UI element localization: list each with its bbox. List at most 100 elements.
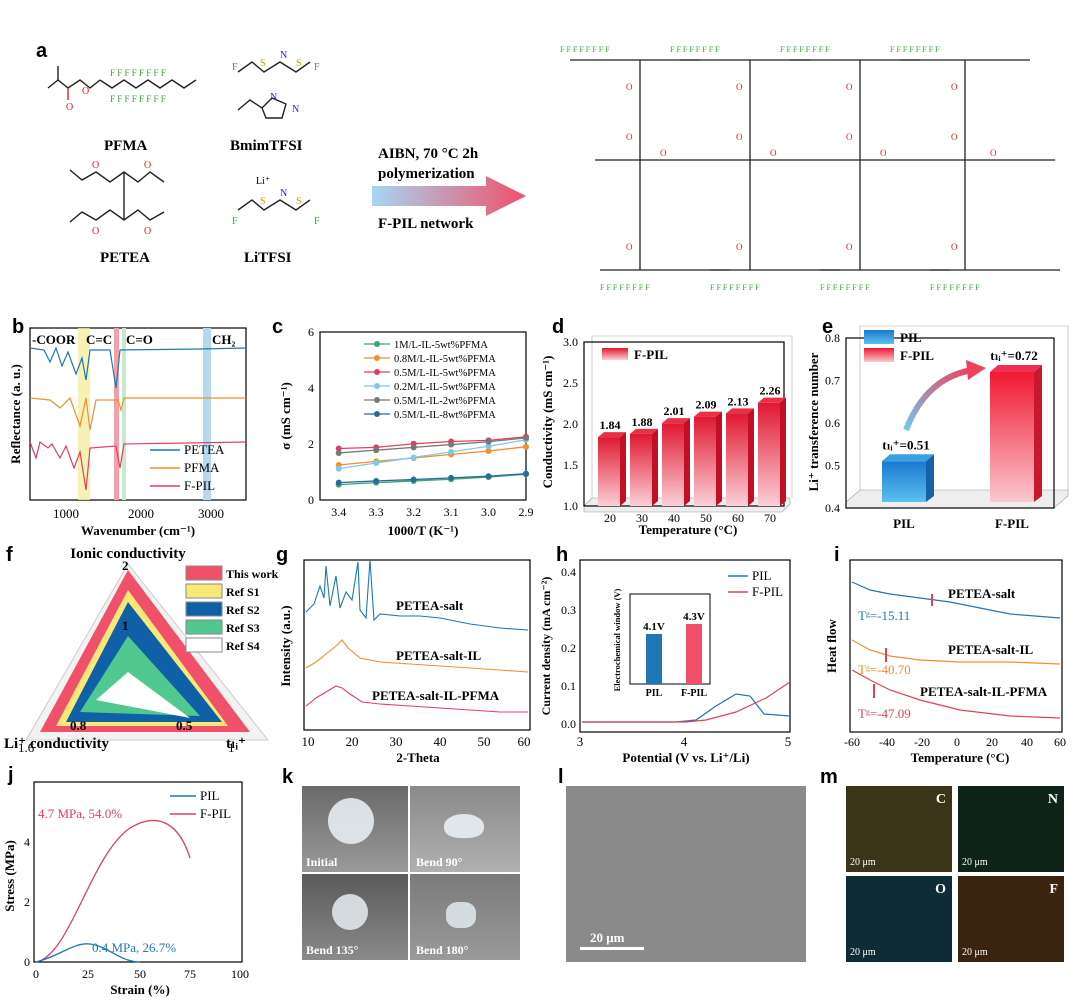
svg-text:60: 60: [1054, 735, 1066, 749]
svg-text:F-PIL: F-PIL: [200, 806, 231, 821]
bar-side: [620, 432, 626, 506]
series-5-point: [410, 476, 417, 483]
bar-top: [630, 428, 658, 434]
panel-h-label: h: [556, 544, 569, 566]
svg-text:-20: -20: [914, 735, 930, 749]
y-tick-label: 2: [308, 437, 314, 451]
panel-h-lsv: 0.0 0.1 0.2 0.3 0.4 PIL F-PIL 4.1V 4.3V PI…: [539, 559, 792, 765]
arrow-label-network: F-PIL network: [378, 216, 474, 232]
svg-text:Stress (MPa): Stress (MPa): [2, 840, 17, 912]
svg-text:F F F F F F F F: F F F F F F F F: [560, 45, 610, 54]
panel-i-dsc: PETEA-salt PETEA-salt-IL PETEA-salt-IL-P…: [824, 559, 1066, 765]
panel-i-label: i: [834, 544, 840, 566]
svg-text:1000/T (K⁻¹): 1000/T (K⁻¹): [388, 523, 459, 538]
svg-text:F-PIL: F-PIL: [634, 347, 668, 362]
svg-text:0.5: 0.5: [176, 718, 193, 733]
svg-text:Current density (mA cm⁻²): Current density (mA cm⁻²): [539, 577, 553, 716]
svg-text:C=O: C=O: [126, 332, 153, 347]
legend-label: 0.5M/L-IL-5wt%PFMA: [394, 368, 496, 379]
photo-bend-180: Bend 180°: [410, 874, 520, 960]
bar-value-label: 2.09: [696, 398, 717, 412]
svg-text:F: F: [314, 62, 320, 73]
series-5-point: [485, 473, 492, 480]
svg-text:40: 40: [434, 734, 447, 749]
svg-text:PFMA: PFMA: [184, 460, 220, 475]
bar-side: [926, 454, 934, 502]
svg-text:O: O: [92, 226, 99, 237]
svg-text:O: O: [626, 132, 633, 142]
svg-text:Electrochemical window (V): Electrochemical window (V): [612, 588, 622, 691]
series-1-point: [523, 443, 529, 450]
svg-text:This work: This work: [226, 567, 279, 581]
svg-text:O: O: [846, 242, 853, 252]
eds-map-f: F 20 μm: [958, 876, 1064, 962]
svg-text:5: 5: [785, 734, 792, 749]
photo-initial: Initial: [302, 786, 408, 872]
svg-text:O: O: [144, 160, 151, 171]
series-line-0: [338, 473, 527, 486]
bar-40: [662, 423, 684, 506]
svg-text:-40: -40: [879, 735, 895, 749]
svg-text:0.8: 0.8: [70, 718, 87, 733]
svg-text:Ref S3: Ref S3: [226, 621, 260, 635]
bar-PIL: [882, 461, 926, 502]
reaction-arrow: [372, 176, 526, 216]
legend-label: 0.2M/L-IL-5wt%PFMA: [394, 382, 496, 393]
series-line-5: [338, 473, 527, 484]
y-tick-label: 2.0: [563, 417, 578, 431]
pfma-name: PFMA: [104, 138, 147, 154]
panel-c-label: c: [272, 316, 284, 338]
svg-text:10: 10: [302, 734, 315, 749]
svg-text:F-PIL: F-PIL: [995, 516, 1029, 531]
svg-text:0.4 MPa, 26.7%: 0.4 MPa, 26.7%: [92, 940, 176, 955]
y-tick-label: 3.0: [563, 335, 578, 349]
ftir-petea: [29, 346, 247, 389]
svg-text:S: S: [296, 196, 302, 207]
svg-text:PIL: PIL: [646, 688, 663, 699]
svg-text:1.6: 1.6: [18, 740, 35, 755]
svg-text:O: O: [736, 132, 743, 142]
svg-text:PETEA-salt-IL-PFMA: PETEA-salt-IL-PFMA: [920, 684, 1048, 699]
panel-a-label: a: [36, 40, 48, 62]
svg-text:O: O: [736, 242, 743, 252]
arrow-label-polymerization: polymerization: [378, 166, 475, 182]
photo-bend-90: Bend 90°: [410, 786, 520, 872]
svg-text:σ (mS cm⁻¹): σ (mS cm⁻¹): [278, 382, 293, 450]
x-tick-label: 70: [764, 511, 776, 525]
legend-marker: [374, 383, 380, 389]
bmimtfsi-name: BmimTFSI: [230, 138, 303, 154]
svg-text:CH₂: CH₂: [212, 332, 236, 347]
chart-e-transference: tₗᵢ⁺=0.51 tₗᵢ⁺=0.72 0.4 0.5 0.6 0.7 0.8 PIL F…: [806, 325, 1069, 531]
bar-top: [726, 408, 754, 414]
svg-text:-COOR: -COOR: [32, 332, 76, 347]
series-5-point: [448, 474, 455, 481]
x-tick-label: 20: [604, 511, 616, 525]
panel-b-label: b: [12, 316, 25, 338]
svg-text:S: S: [296, 58, 302, 69]
sem-scale-bar: [580, 947, 644, 950]
svg-text:PIL: PIL: [893, 516, 915, 531]
f-pil-network: [570, 59, 1060, 271]
svg-text:O: O: [951, 82, 958, 92]
bar-top: [990, 365, 1042, 372]
svg-text:F: F: [232, 62, 238, 73]
svg-text:O: O: [736, 82, 743, 92]
svg-text:4.1V: 4.1V: [643, 621, 665, 633]
bar-top: [758, 397, 786, 403]
svg-text:Ref S1: Ref S1: [226, 585, 260, 599]
y-tick-label: 0.6: [825, 416, 840, 430]
svg-text:O: O: [144, 226, 151, 237]
series-3-point: [485, 443, 492, 450]
ftir-legend: PETEA PFMA F-PIL: [150, 442, 225, 493]
svg-text:N: N: [280, 188, 287, 199]
svg-text:O: O: [846, 82, 853, 92]
svg-text:Tᵍ=-47.09: Tᵍ=-47.09: [858, 706, 911, 721]
bar-side: [1034, 365, 1042, 502]
svg-text:20: 20: [986, 735, 998, 749]
svg-text:3: 3: [577, 734, 584, 749]
panel-k-label: k: [282, 766, 294, 788]
bar-50: [694, 416, 716, 506]
sem-image: 20 μm: [566, 786, 806, 962]
svg-text:Temperature (°C): Temperature (°C): [911, 750, 1010, 765]
series-4-point: [410, 444, 417, 451]
